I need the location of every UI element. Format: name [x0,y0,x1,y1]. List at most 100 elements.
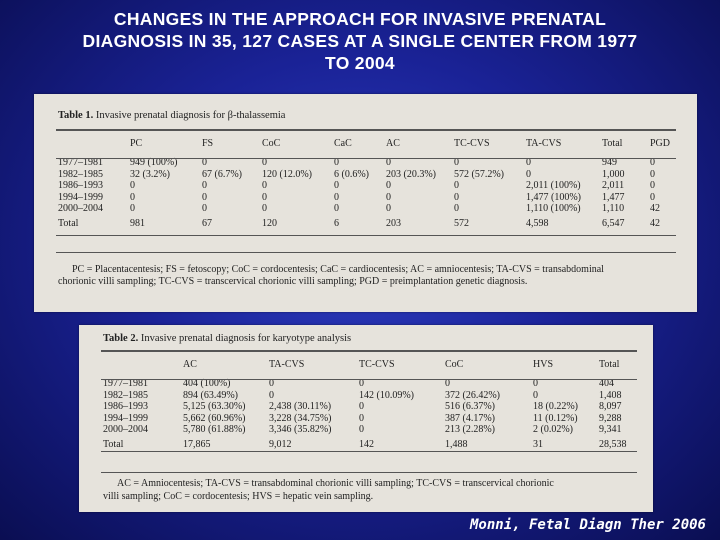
table1-cell: 572 (57.2%) [454,168,504,180]
table2-footnote-line-1: AC = Amniocentesis; TA-CVS = transabdomi… [117,478,554,489]
table1-panel: Table 1. Invasive prenatal diagnosis for… [34,94,697,312]
table2-cell: 0 [269,389,274,401]
table1-cell: 0 [650,168,655,180]
table1-header-cell: TC-CVS [454,138,490,150]
table2: AC TA-CVS TC-CVS CoC HVS Total 1977–1981 404 (… [101,352,637,450]
table1-cell: 32 (3.2%) [130,168,170,180]
table2-cell: 5,125 (63.30%) [183,401,246,412]
table2-cell: 0 [359,378,364,389]
table1-total-cell: 4,598 [526,217,549,229]
slide-title-line-1: CHANGES IN THE APPROACH FOR INVASIVE PRE… [113,9,607,29]
table2-header-cell [101,352,181,378]
table1-row: 1977–1981 949 (100%) 0 0 0 0 0 0 949 0 [56,157,676,169]
table1-footnote-line-1: PC = Placentacentesis; FS = fetoscopy; C… [72,264,604,275]
table1-header-cell: AC [386,138,400,150]
table2-total-cell: 31 [533,438,543,450]
table2-header-cell: TA-CVS [269,359,305,371]
table2-cell: 0 [533,378,538,389]
table1-total-cell: 203 [386,217,401,229]
table1-title: Invasive prenatal diagnosis for β-thalas… [95,110,286,121]
table1-label: Table 1. [58,110,94,121]
table1-cell: 0 [386,203,391,214]
slide-title: CHANGES IN THE APPROACH FOR INVASIVE PRE… [0,8,720,74]
table2-cell: 1982–1985 [103,389,148,401]
table1-cell: 1,110 (100%) [526,203,581,214]
table2-cell: 5,780 (61.88%) [183,424,246,435]
table1-total-cell: 981 [130,217,145,229]
table2-cell: 0 [533,389,538,401]
table2-cell: 404 [599,378,614,389]
table1-cell: 0 [386,157,391,168]
table1-cell: 0 [202,191,207,203]
slide-title-line-3: TO 2004 [325,53,395,73]
table2-cell: 404 (100%) [183,378,231,389]
table1-header-cell: PC [130,138,143,150]
table1-cell: 0 [202,180,207,191]
table1-cell: 1,000 [602,168,625,180]
table2-top-rule [101,350,637,352]
table1-cell: 1994–1999 [58,191,103,203]
table2-total-cell: Total [103,438,124,450]
table1-cell: 120 (12.0%) [262,168,312,180]
table1-header-cell: FS [202,138,214,150]
table2-cell: 516 (6.37%) [445,401,495,412]
table2-cell: 0 [359,401,364,412]
table1-total-cell: Total [58,217,79,229]
table1-cell: 0 [334,180,339,191]
table1-cell: 1,477 [602,191,625,203]
table2-row: 2000–2004 5,780 (61.88%) 3,346 (35.82%) 0 21… [101,424,637,436]
table1-cell: 0 [130,180,135,191]
table1-cell: 0 [454,203,459,214]
table1-cell: 0 [334,203,339,214]
table2-panel: Table 2. Invasive prenatal diagnosis for… [79,325,653,512]
table2-total-row: Total 17,865 9,012 142 1,488 31 28,538 [101,436,637,451]
table1-bottom-rule [56,252,676,253]
table1-caption: Table 1. Invasive prenatal diagnosis for… [58,110,285,121]
table2-total-cell: 28,538 [599,438,627,450]
table1-cell: 0 [650,180,655,191]
table2-total-rule [101,451,637,452]
table2-total-cell: 142 [359,438,374,450]
table1-cell: 949 [602,157,617,168]
table1-total-cell: 572 [454,217,469,229]
table2-label: Table 2. [103,333,139,344]
table1-header-cell: CaC [334,138,352,150]
table1-total-cell: 6 [334,217,339,229]
table1-cell: 203 (20.3%) [386,168,436,180]
table2-cell: 3,346 (35.82%) [269,424,332,435]
table1-cell: 1982–1985 [58,168,103,180]
table1-cell: 0 [454,191,459,203]
slide-title-line-2: DIAGNOSIS IN 35, 127 CASES AT A SINGLE C… [82,31,638,51]
table2-header-cell: TC-CVS [359,359,395,371]
table1-header-cell: CoC [262,138,281,150]
table2-cell: 142 (10.09%) [359,389,414,401]
table2-bottom-rule [101,472,637,473]
table1-cell: 0 [262,191,267,203]
table1-cell: 0 [130,203,135,214]
table2-row: 1977–1981 404 (100%) 0 0 0 0 404 [101,378,637,390]
table2-row: 1994–1999 5,662 (60.96%) 3,228 (34.75%) 0 38… [101,413,637,425]
table1-cell: 0 [202,203,207,214]
table1-cell: 2,011 [602,180,625,191]
table1-cell: 0 [650,157,655,168]
table2-header-row: AC TA-CVS TC-CVS CoC HVS Total [101,352,637,378]
table2-header-rule [101,379,637,380]
table2-row: 1982–1985 894 (63.49%) 0 142 (10.09%) 372 (2… [101,390,637,402]
table2-cell: 9,288 [599,412,622,424]
table2-cell: 1,408 [599,389,622,401]
table2-cell: 387 (4.17%) [445,412,495,424]
table2-cell: 0 [359,424,364,435]
table2-title: Invasive prenatal diagnosis for karyotyp… [140,333,352,344]
table2-cell: 5,662 (60.96%) [183,412,246,424]
table1-cell: 949 (100%) [130,157,178,168]
table1-cell: 0 [262,157,267,168]
table2-cell: 9,341 [599,424,622,435]
table1-cell: 42 [650,203,660,214]
table1-cell: 0 [386,180,391,191]
table1-cell: 1986–1993 [58,180,103,191]
table1-header-cell: TA-CVS [526,138,562,150]
table1-header-row: PC FS CoC CaC AC TC-CVS TA-CVS Total PGD [56,131,676,157]
table1-top-rule [56,129,676,131]
table1-cell: 1,477 (100%) [526,191,581,203]
table1-cell: 2000–2004 [58,203,103,214]
